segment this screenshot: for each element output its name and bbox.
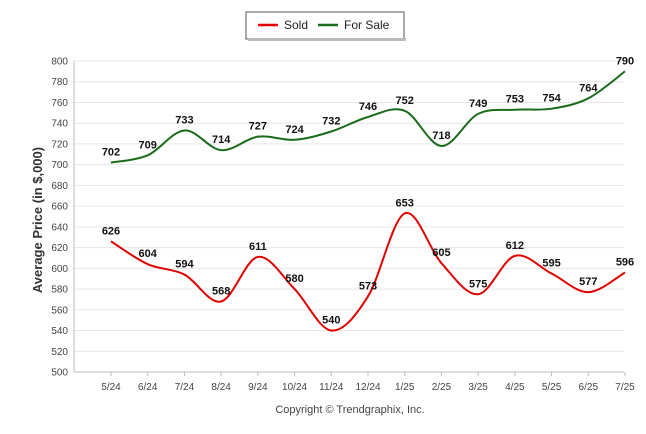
data-label-sold: 575 (469, 278, 487, 290)
series-line-for-sale (110, 70, 626, 164)
y-tick-label: 500 (51, 368, 68, 379)
data-label-for-sale: 746 (359, 101, 377, 113)
x-tick-label: 8/24 (211, 382, 231, 393)
y-tick-label: 580 (51, 285, 68, 296)
data-label-sold: 573 (359, 280, 377, 292)
data-label-for-sale: 732 (322, 115, 340, 127)
data-label-for-sale: 754 (542, 93, 561, 105)
data-label-sold: 568 (212, 286, 230, 298)
y-tick-label: 560 (51, 305, 68, 316)
data-label-for-sale: 749 (469, 98, 487, 110)
data-label-sold: 653 (396, 197, 414, 209)
legend-label-sold: Sold (284, 18, 308, 32)
data-label-for-sale: 724 (285, 124, 304, 136)
x-tick-label: 7/25 (615, 382, 635, 393)
data-label-for-sale: 753 (506, 94, 524, 106)
y-tick-label: 540 (51, 326, 68, 337)
y-tick-label: 760 (51, 98, 68, 109)
y-tick-label: 640 (51, 222, 68, 233)
series-line-sold (110, 212, 626, 332)
y-tick-label: 620 (51, 243, 68, 254)
data-label-sold: 604 (139, 248, 158, 260)
x-tick-label: 7/24 (175, 382, 195, 393)
data-label-sold: 540 (322, 315, 340, 327)
copyright-text: Copyright © Trendgraphix, Inc. (275, 404, 424, 416)
y-tick-label: 680 (51, 181, 68, 192)
y-tick-label: 520 (51, 347, 68, 358)
x-tick-label: 10/24 (282, 382, 307, 393)
data-label-sold: 594 (175, 259, 194, 271)
x-tick-label: 12/24 (355, 382, 380, 393)
y-tick-label: 720 (51, 139, 68, 150)
data-label-for-sale: 718 (432, 130, 450, 142)
x-tick-label: 2/25 (432, 382, 452, 393)
data-label-sold: 596 (616, 256, 634, 268)
data-label-sold: 577 (579, 276, 597, 288)
data-label-sold: 580 (285, 273, 303, 285)
data-label-for-sale: 752 (396, 95, 414, 107)
y-axis-title: Average Price (in $,000) (30, 147, 45, 293)
series-lines (110, 70, 626, 332)
x-tick-label: 9/24 (248, 382, 268, 393)
x-axis: 5/24 6/24 7/24 8/24 9/24 10/24 11/24 12/24 1/25 2… (101, 372, 635, 393)
y-tick-label: 600 (51, 264, 68, 275)
legend: Sold For Sale (245, 11, 406, 41)
data-label-for-sale: 764 (579, 82, 598, 94)
data-label-for-sale: 714 (212, 134, 231, 146)
x-tick-label: 3/25 (468, 382, 488, 393)
grid-lines (73, 60, 624, 373)
data-label-sold: 605 (432, 247, 450, 259)
data-label-for-sale: 702 (102, 147, 120, 159)
x-tick-label: 4/25 (505, 382, 525, 393)
legend-label-for-sale: For Sale (344, 18, 390, 32)
x-tick-label: 1/25 (395, 382, 415, 393)
x-tick-label: 11/24 (319, 382, 344, 393)
x-tick-label: 5/24 (101, 382, 121, 393)
y-tick-label: 800 (51, 57, 68, 68)
data-label-for-sale: 709 (139, 139, 157, 151)
data-labels: 626 604 594 568 611 580 540 573 653 605 575 612 595 5… (102, 55, 634, 326)
x-tick-label: 6/25 (579, 382, 599, 393)
data-label-for-sale: 727 (249, 121, 267, 133)
y-tick-label: 660 (51, 202, 68, 213)
x-tick-label: 5/25 (542, 382, 562, 393)
y-tick-label: 700 (51, 160, 68, 171)
data-label-for-sale: 790 (616, 55, 634, 67)
data-label-sold: 626 (102, 225, 120, 237)
y-tick-label: 740 (51, 119, 68, 130)
y-tick-label: 780 (51, 77, 68, 88)
data-label-sold: 612 (506, 240, 524, 252)
data-label-sold: 595 (542, 258, 560, 270)
data-label-sold: 611 (249, 241, 267, 253)
x-tick-label: 6/24 (138, 382, 158, 393)
y-axis: 500 520 540 560 580 600 620 640 660 680 700 720 740 7… (51, 57, 68, 379)
data-label-for-sale: 733 (175, 114, 193, 126)
legend-shadow (248, 38, 406, 41)
